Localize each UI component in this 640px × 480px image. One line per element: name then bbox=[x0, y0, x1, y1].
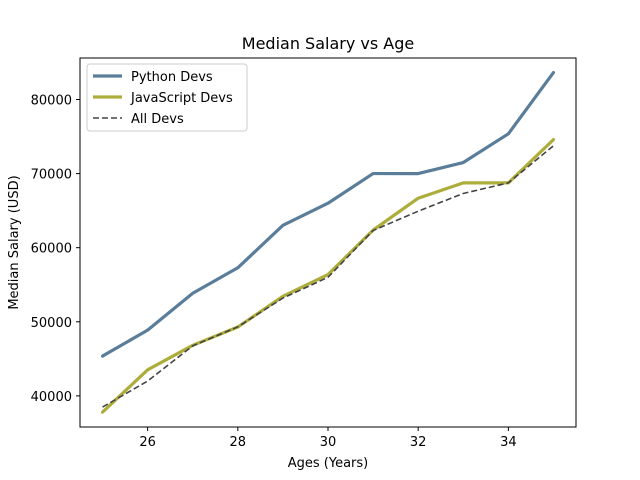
chart-title: Median Salary vs Age bbox=[242, 34, 414, 53]
x-tick-label: 34 bbox=[500, 435, 517, 450]
legend-label: Python Devs bbox=[131, 70, 213, 85]
legend-box bbox=[86, 63, 248, 132]
x-axis-label: Ages (Years) bbox=[288, 456, 369, 471]
legend: Python Devs JavaScript Devs All Devs bbox=[86, 63, 248, 132]
series-line-python-devs bbox=[100, 70, 556, 358]
series-line-javascript-devs bbox=[100, 138, 556, 414]
y-tick-label: 50000 bbox=[31, 316, 72, 331]
y-tick-label: 80000 bbox=[31, 93, 72, 108]
y-axis-label: Median Salary (USD) bbox=[7, 175, 22, 309]
y-tick-label: 70000 bbox=[31, 168, 72, 183]
y-tick-label: 60000 bbox=[31, 242, 72, 257]
legend-label: JavaScript Devs bbox=[130, 91, 233, 106]
y-tick-label: 40000 bbox=[31, 390, 72, 405]
x-tick-label: 26 bbox=[139, 435, 156, 450]
x-tick-label: 32 bbox=[410, 435, 427, 450]
legend-label: All Devs bbox=[131, 112, 184, 127]
series-line-all-devs bbox=[102, 145, 554, 408]
x-tick-label: 30 bbox=[320, 435, 337, 450]
x-tick-label: 28 bbox=[230, 435, 247, 450]
